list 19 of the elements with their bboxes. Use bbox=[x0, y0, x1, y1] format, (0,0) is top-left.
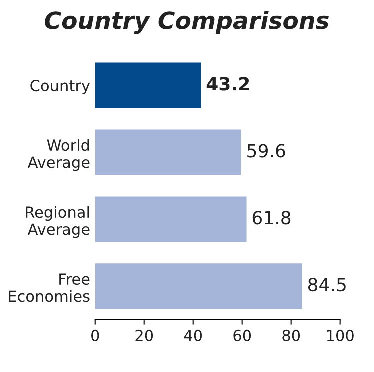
x-tick-label: 20 bbox=[136, 330, 154, 342]
bar bbox=[95, 62, 202, 108]
x-tick-label: 100 bbox=[327, 330, 354, 342]
data-label: 84.5 bbox=[308, 278, 346, 292]
y-tick-label: Free Economies bbox=[9, 274, 90, 302]
bar bbox=[95, 196, 247, 242]
bar bbox=[95, 264, 302, 310]
x-tick-label: 80 bbox=[282, 330, 300, 342]
y-tick-label: Country bbox=[30, 80, 90, 95]
y-tick-label: World Average bbox=[28, 139, 90, 172]
x-tick-label: 0 bbox=[92, 330, 100, 342]
data-label: 61.8 bbox=[252, 211, 291, 225]
bar bbox=[95, 130, 242, 176]
data-label: 43.2 bbox=[206, 77, 250, 91]
x-tick-label: 60 bbox=[234, 330, 252, 342]
y-tick-label: Regional Average bbox=[26, 206, 90, 238]
data-label: 59.6 bbox=[248, 144, 286, 158]
x-tick-label: 40 bbox=[184, 330, 202, 342]
chart-title: Country Comparisons bbox=[45, 11, 329, 34]
